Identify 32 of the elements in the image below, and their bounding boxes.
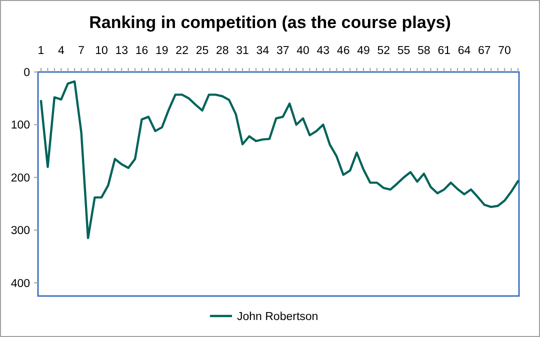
x-tick-label: 7 xyxy=(78,45,85,57)
line-series xyxy=(40,80,520,240)
x-tick-label: 25 xyxy=(196,45,209,57)
x-tick-label: 55 xyxy=(397,45,410,57)
x-tick-label: 4 xyxy=(58,45,65,57)
x-tick-label: 34 xyxy=(256,45,270,57)
x-tick-label: 52 xyxy=(377,45,390,57)
x-tick-label: 58 xyxy=(418,45,430,57)
x-tick-label: 22 xyxy=(176,45,188,57)
x-tick-label: 40 xyxy=(296,45,310,57)
x-tick-label: 49 xyxy=(357,45,370,57)
x-tick-label: 70 xyxy=(498,45,511,57)
x-tick-label: 61 xyxy=(438,45,450,57)
y-tick-label: 400 xyxy=(10,278,30,290)
y-tick-label: 200 xyxy=(10,172,30,184)
x-tick-label: 31 xyxy=(236,45,249,57)
y-tick-label: 0 xyxy=(24,67,30,79)
x-tick-label: 37 xyxy=(276,45,290,57)
x-tick-label: 10 xyxy=(95,45,108,57)
y-tick-label: 300 xyxy=(10,225,30,238)
legend-label: John Robertson xyxy=(237,311,318,323)
x-tick-label: 64 xyxy=(458,45,472,57)
x-tick-label: 16 xyxy=(135,45,148,57)
chart-title: Ranking in competition (as the course plays) xyxy=(89,13,451,32)
x-tick-label: 1 xyxy=(38,45,44,57)
x-tick-label: 67 xyxy=(478,45,491,57)
x-tick-label: 43 xyxy=(316,45,330,57)
y-tick-label: 100 xyxy=(10,120,30,132)
x-tick-label: 13 xyxy=(115,45,128,57)
x-tick-label: 19 xyxy=(156,45,168,57)
x-tick-label: 28 xyxy=(216,45,229,57)
x-tick-label: 46 xyxy=(336,45,350,57)
